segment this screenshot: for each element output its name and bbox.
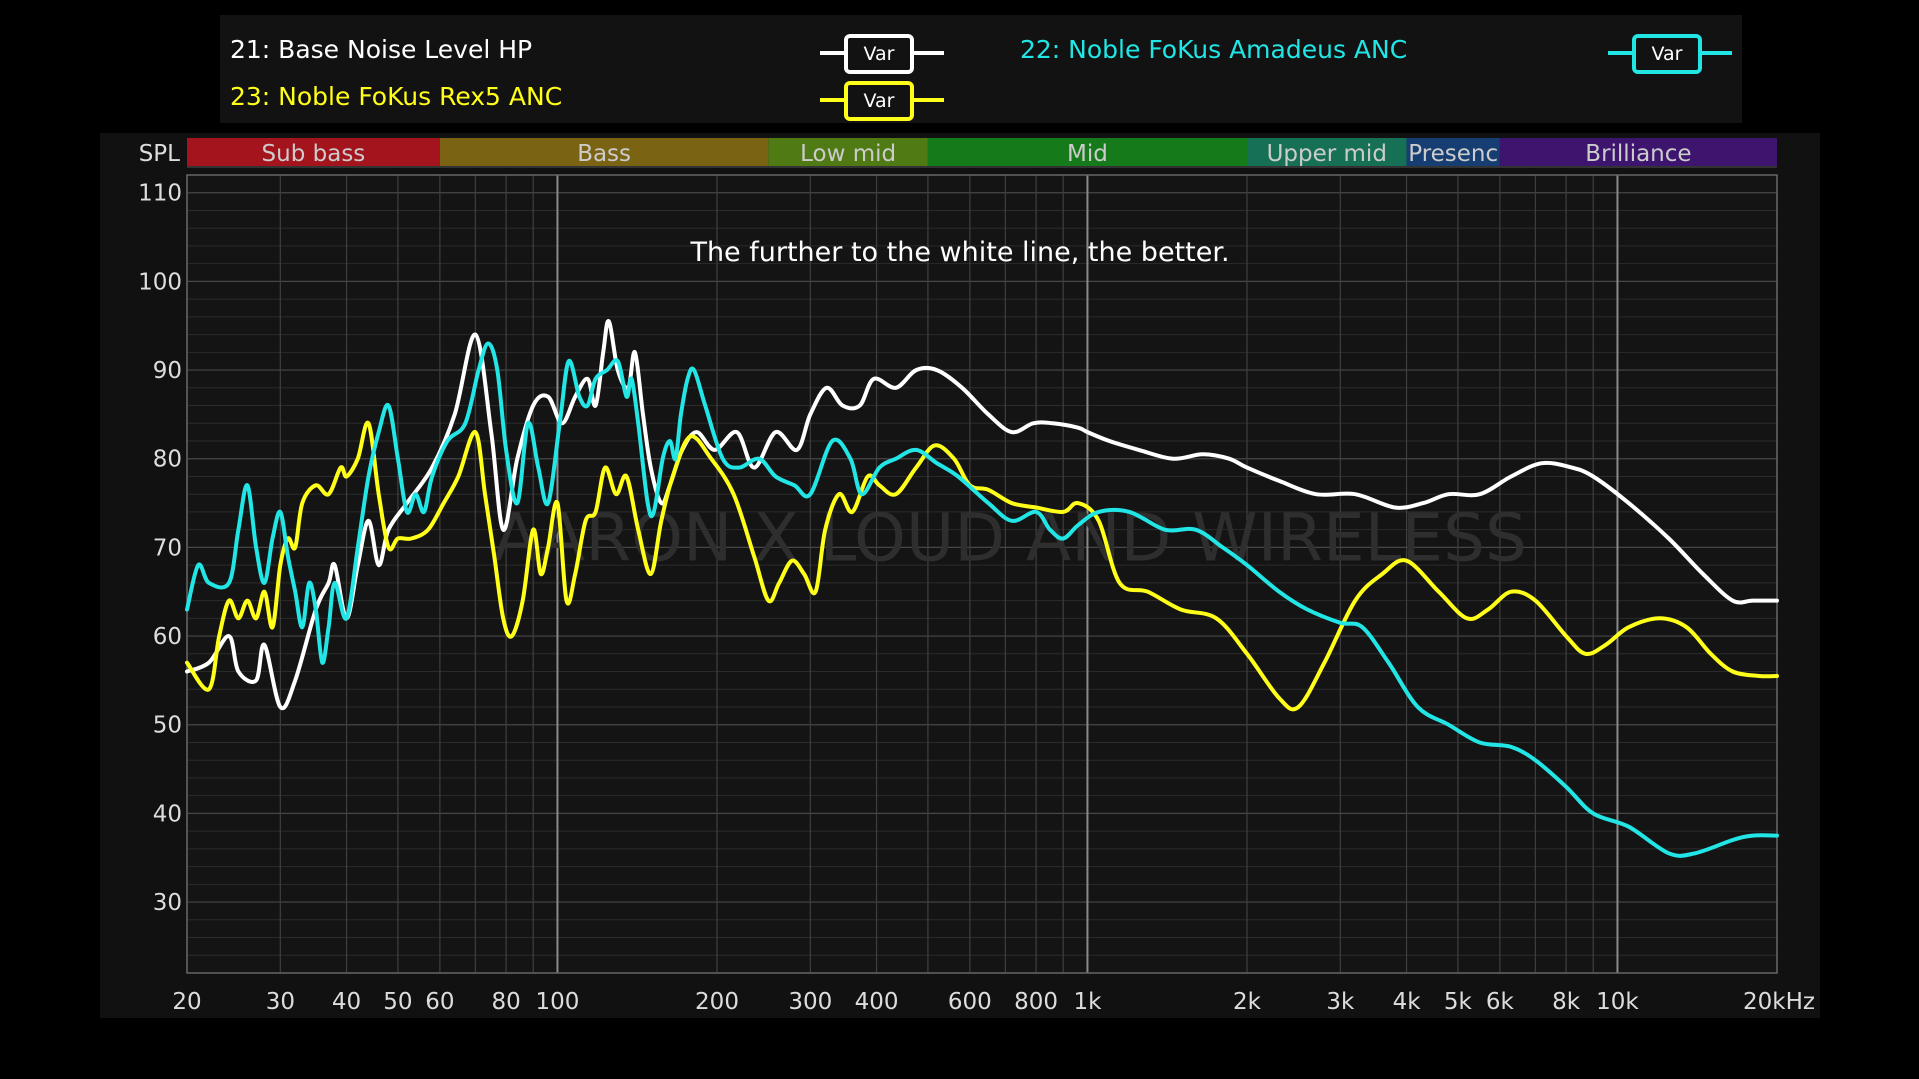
legend-item-rex5: 23: Noble FoKus Rex5 ANC — [230, 82, 563, 111]
legend-item-base-noise: 21: Base Noise Level HP — [230, 35, 533, 64]
frequency-response-chart: Sub bass Bass Low mid Mid Upper mid Presenc Br… — [100, 133, 1820, 1018]
band-5 — [1406, 138, 1500, 166]
series-line-1 — [185, 319, 1779, 711]
band-3 — [927, 138, 1247, 166]
band-0 — [187, 138, 440, 166]
band-4 — [1247, 138, 1407, 166]
x-tick-label: 2k — [1233, 989, 1262, 1015]
band-label: Upper mid — [1267, 141, 1387, 167]
band-label: Brilliance — [1585, 141, 1691, 167]
band-label: Sub bass — [262, 141, 366, 167]
x-tick-label: 30 — [266, 989, 295, 1015]
x-tick-label: 40 — [332, 989, 361, 1015]
y-tick-label: 110 — [138, 181, 182, 207]
chart-svg: Sub bass Bass Low mid Mid Upper mid Presenc Br… — [138, 138, 1815, 1015]
x-tick-label: 50 — [383, 989, 412, 1015]
x-tick-label: 800 — [1014, 989, 1058, 1015]
x-tick-label: 20kHz — [1743, 989, 1815, 1015]
x-tick-label: 20 — [172, 989, 201, 1015]
watermark: AARON X LOUD AND WIRELESS — [493, 500, 1527, 577]
y-tick-label: 80 — [153, 447, 182, 473]
x-tick-label: 1k — [1073, 989, 1102, 1015]
var-button-label: Var — [1632, 34, 1702, 74]
x-tick-label: 10k — [1596, 989, 1639, 1015]
band-label: Presenc — [1408, 141, 1498, 167]
band-label: Bass — [577, 141, 631, 167]
var-button-amadeus[interactable]: Var — [1608, 34, 1732, 74]
band-label: Mid — [1067, 141, 1108, 167]
plot-frame — [186, 174, 1778, 974]
var-button-label: Var — [844, 34, 914, 74]
var-button-base-noise[interactable]: Var — [820, 34, 944, 74]
x-tick-label: 3k — [1326, 989, 1355, 1015]
legend-item-amadeus: 22: Noble FoKus Amadeus ANC — [1020, 35, 1408, 64]
band-2 — [768, 138, 928, 166]
x-tick-label: 200 — [695, 989, 739, 1015]
series-line-3 — [185, 420, 1779, 712]
annotation: The further to the white line, the bette… — [689, 237, 1229, 268]
y-tick-label: 50 — [153, 713, 182, 739]
x-tick-label: 4k — [1393, 989, 1422, 1015]
x-tick-label: 100 — [536, 989, 580, 1015]
y-tick-label: 70 — [153, 535, 182, 561]
y-tick-label: 40 — [153, 801, 182, 827]
y-tick-label: 30 — [153, 890, 182, 916]
series-line-2 — [185, 341, 1779, 858]
x-tick-label: 6k — [1486, 989, 1515, 1015]
band-6 — [1499, 138, 1777, 166]
x-tick-label: 400 — [855, 989, 899, 1015]
x-tick-label: 5k — [1444, 989, 1473, 1015]
plot-area — [187, 175, 1777, 973]
y-tick-label: 100 — [138, 269, 182, 295]
x-tick-label: 60 — [425, 989, 454, 1015]
var-button-label: Var — [844, 81, 914, 121]
y-tick-label: 60 — [153, 624, 182, 650]
x-tick-label: 600 — [948, 989, 992, 1015]
y-axis-label: SPL — [139, 141, 180, 167]
var-button-rex5[interactable]: Var — [820, 81, 944, 121]
band-label: Low mid — [800, 141, 896, 167]
y-tick-label: 90 — [153, 358, 182, 384]
x-tick-label: 8k — [1552, 989, 1581, 1015]
legend: 21: Base Noise Level HP Var 22: Noble Fo… — [220, 15, 1742, 123]
x-tick-label: 300 — [788, 989, 832, 1015]
x-tick-label: 80 — [491, 989, 520, 1015]
band-1 — [439, 138, 769, 166]
